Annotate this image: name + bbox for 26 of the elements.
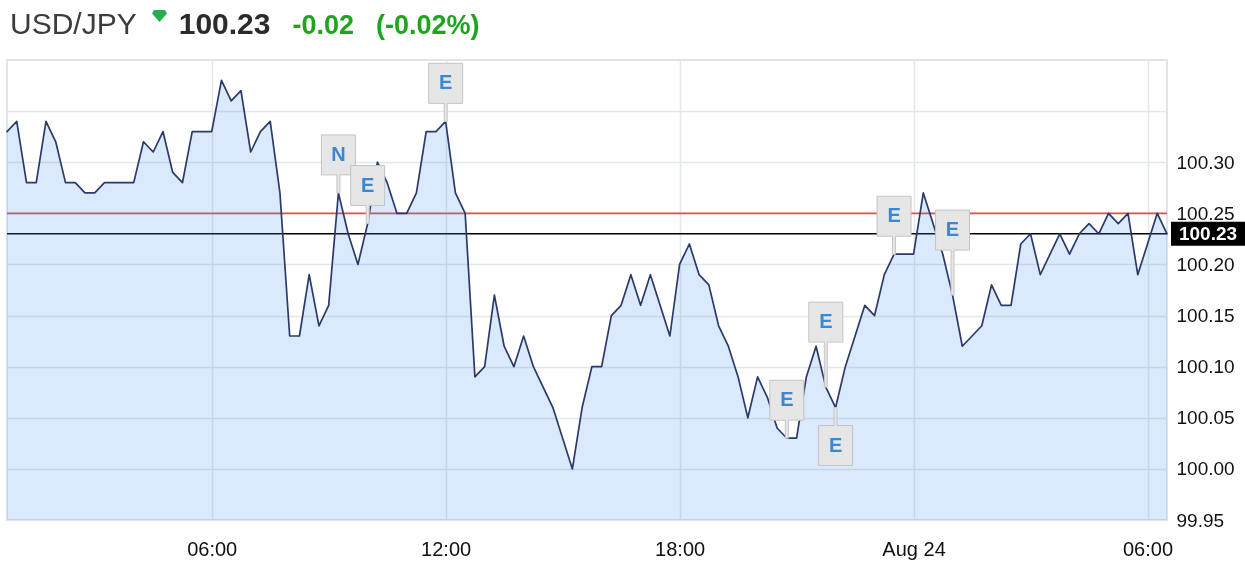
- x-tick-label: 06:00: [1122, 537, 1174, 560]
- annotation: E: [945, 218, 960, 241]
- chart-title: USD/JPY: [10, 7, 137, 40]
- x-tick-label: 06:00: [187, 537, 238, 560]
- text: (-0.02%): [376, 10, 480, 40]
- ref-line-label: 100.23: [1178, 222, 1238, 244]
- annotation: E: [887, 204, 901, 227]
- annotation: E: [828, 433, 843, 456]
- y-tick-label: 100.00: [1176, 458, 1235, 480]
- annotation: E: [819, 310, 833, 333]
- annotation: E: [780, 388, 794, 411]
- y-tick-label: 99.95: [1176, 509, 1225, 531]
- x-tick-label: Aug 24: [882, 537, 946, 560]
- y-tick-label: 100.05: [1176, 407, 1235, 429]
- annotation: E: [438, 71, 453, 94]
- annotation: N: [331, 142, 346, 165]
- text: -0.02: [292, 10, 355, 40]
- annotation: E: [361, 173, 375, 196]
- y-tick-label: 100.30: [1176, 151, 1235, 173]
- y-tick-label: 100.15: [1176, 305, 1235, 327]
- text: 100.23: [178, 7, 271, 40]
- y-tick-label: 100.20: [1176, 253, 1235, 275]
- x-tick-label: 18:00: [655, 537, 706, 560]
- y-tick-label: 100.10: [1176, 356, 1235, 378]
- x-tick-label: 12:00: [421, 537, 472, 560]
- y-tick-label: 100.25: [1176, 202, 1235, 224]
